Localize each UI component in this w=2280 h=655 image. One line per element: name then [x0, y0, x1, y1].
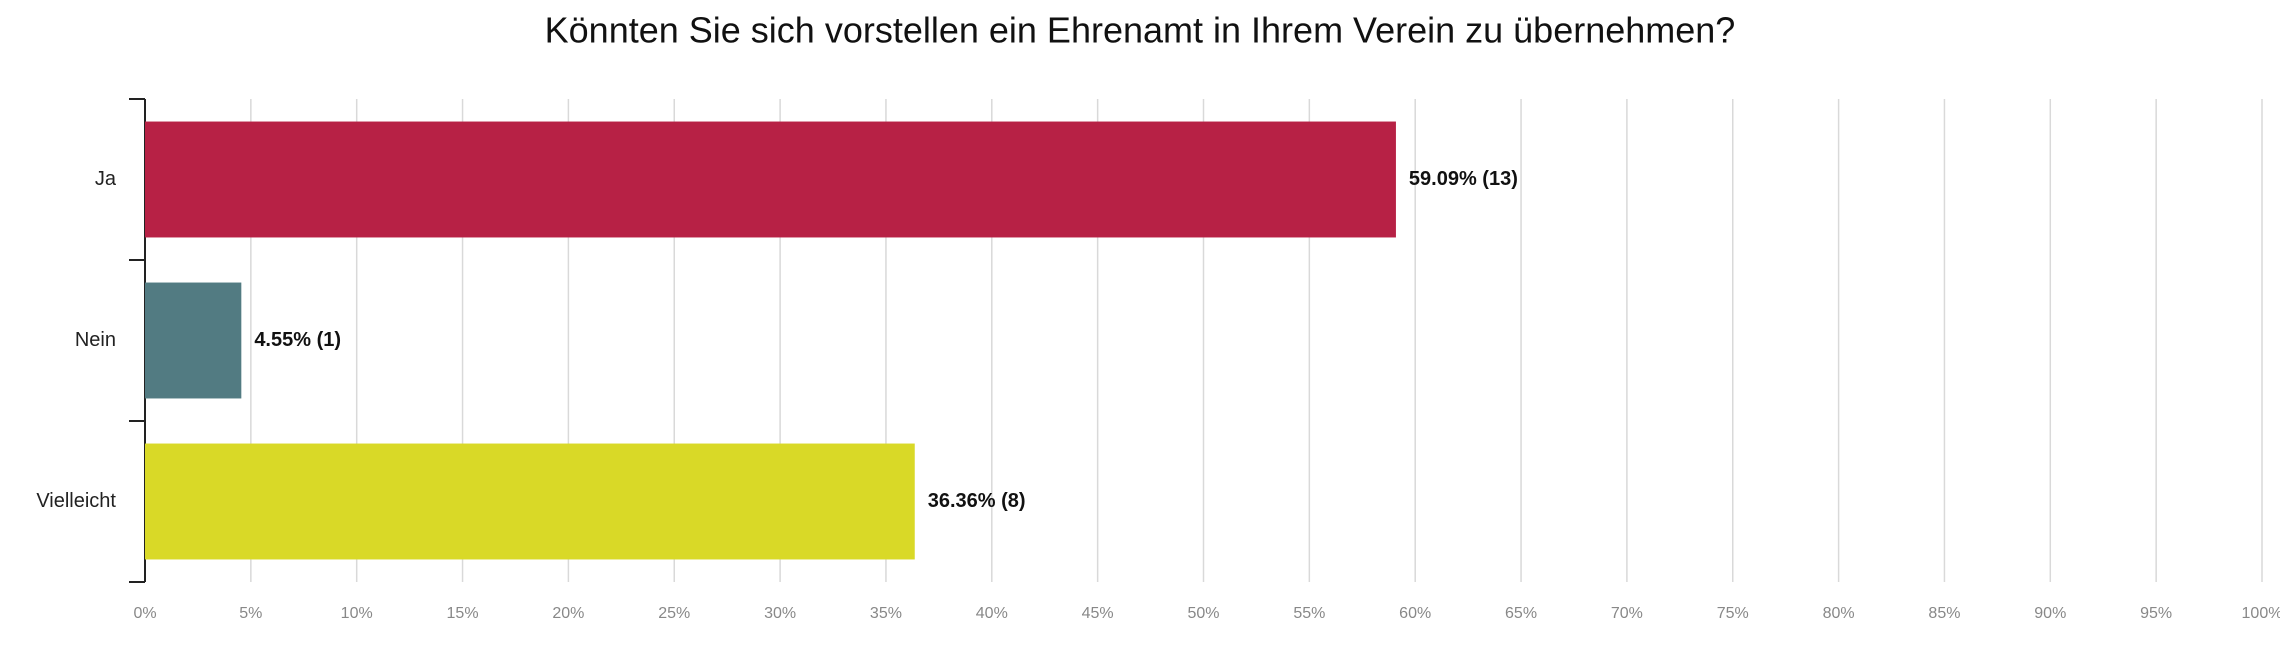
- bar: [145, 121, 1396, 238]
- x-tick-label: 40%: [976, 605, 1008, 622]
- x-tick-label: 30%: [764, 605, 796, 622]
- value-label: 59.09% (13): [1409, 168, 1518, 190]
- x-tick-label: 100%: [2242, 605, 2280, 622]
- x-tick-label: 70%: [1611, 605, 1643, 622]
- y-tick-label: Nein: [75, 329, 116, 351]
- x-tick-label: 80%: [1823, 605, 1855, 622]
- y-tick-label: Vielleicht: [36, 490, 116, 512]
- value-label: 4.55% (1): [254, 329, 341, 351]
- x-tick-label: 85%: [1928, 605, 1960, 622]
- x-tick-label: 15%: [447, 605, 479, 622]
- x-tick-label: 60%: [1399, 605, 1431, 622]
- x-tick-label: 25%: [658, 605, 690, 622]
- value-label: 36.36% (8): [928, 490, 1026, 512]
- x-tick-label: 0%: [133, 605, 156, 622]
- bar: [145, 282, 242, 399]
- x-tick-label: 35%: [870, 605, 902, 622]
- x-tick-label: 65%: [1505, 605, 1537, 622]
- x-tick-label: 20%: [552, 605, 584, 622]
- chart-title: Könnten Sie sich vorstellen ein Ehrenamt…: [545, 10, 1736, 51]
- bar: [145, 443, 915, 560]
- x-tick-label: 75%: [1717, 605, 1749, 622]
- y-tick-label: Ja: [95, 168, 117, 190]
- x-tick-label: 5%: [239, 605, 262, 622]
- x-tick-label: 45%: [1082, 605, 1114, 622]
- x-tick-label: 55%: [1293, 605, 1325, 622]
- x-tick-label: 90%: [2034, 605, 2066, 622]
- x-tick-label: 95%: [2140, 605, 2172, 622]
- x-tick-label: 50%: [1187, 605, 1219, 622]
- x-tick-label: 10%: [341, 605, 373, 622]
